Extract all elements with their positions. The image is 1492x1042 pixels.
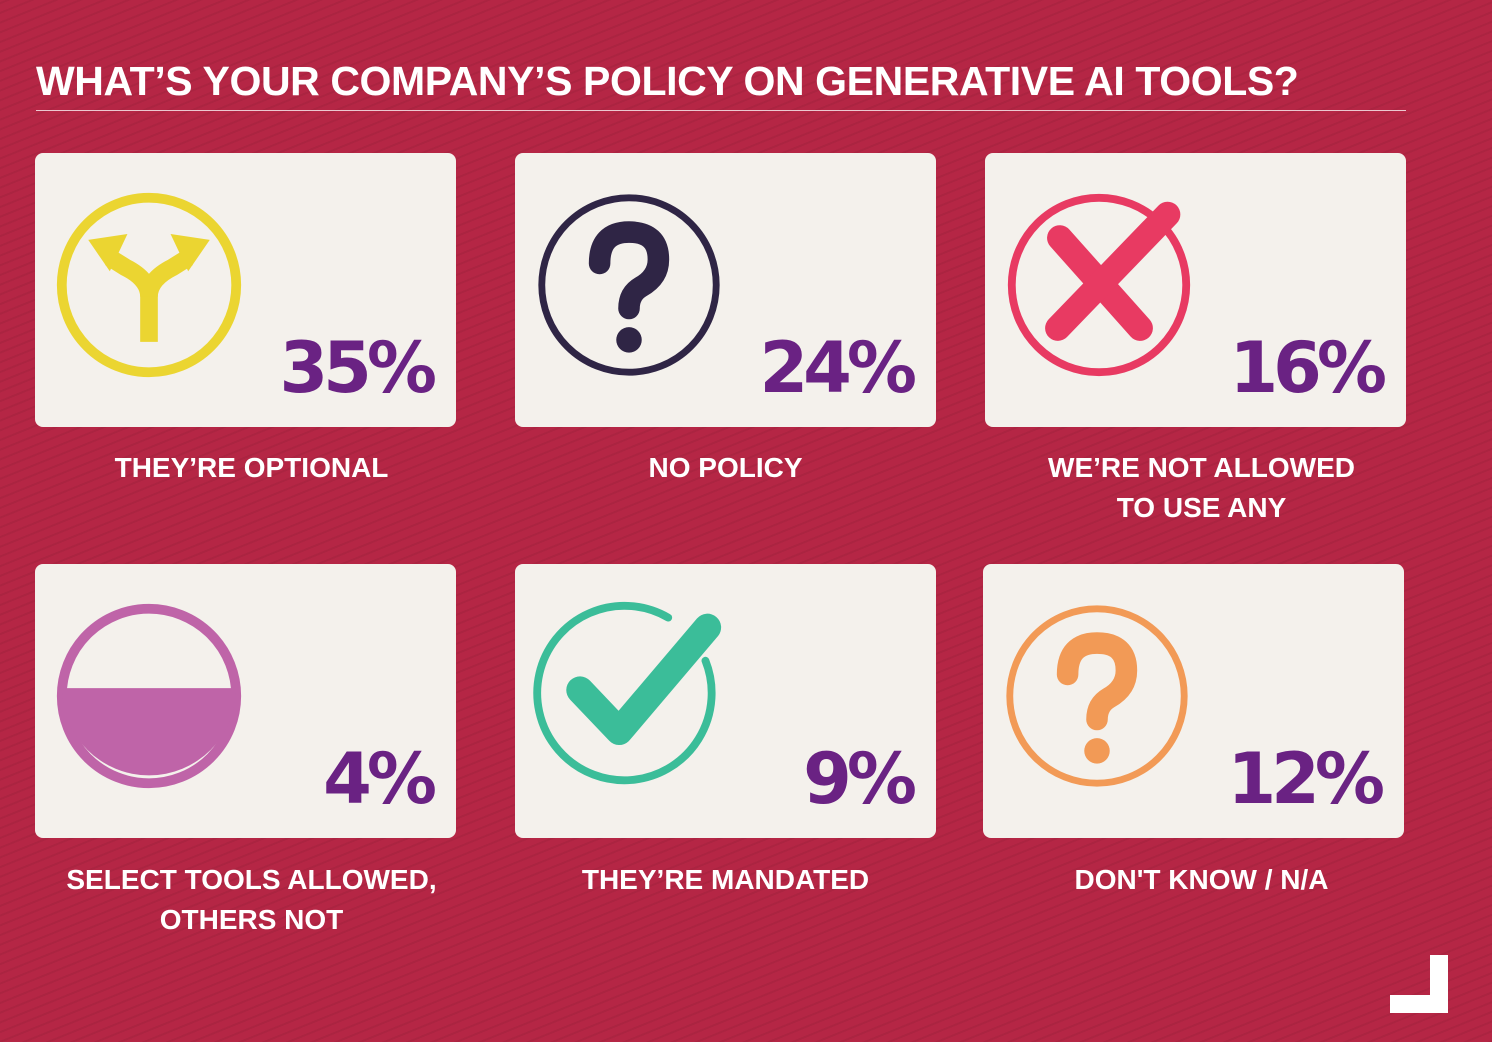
stat-card-dont-know: 12% xyxy=(983,564,1404,838)
category-label: WE’RE NOT ALLOWED TO USE ANY xyxy=(991,448,1412,528)
label-line: WE’RE NOT ALLOWED xyxy=(1048,452,1355,483)
x-mark-icon xyxy=(1007,193,1191,377)
percent-value: 24% xyxy=(759,327,917,409)
title-divider xyxy=(36,110,1406,111)
stat-card-no-policy: 24% xyxy=(515,153,936,427)
category-label: THEY’RE MANDATED xyxy=(515,860,936,900)
percent-value: 9% xyxy=(803,738,917,820)
stat-card-optional: 35% xyxy=(35,153,456,427)
category-label: NO POLICY xyxy=(515,448,936,488)
split-arrows-icon xyxy=(56,192,242,378)
corner-logo-mark xyxy=(1390,955,1448,1013)
question-mark-icon xyxy=(1006,605,1188,787)
percent-value: 4% xyxy=(323,738,437,820)
percent-value: 16% xyxy=(1229,327,1387,409)
category-label: SELECT TOOLS ALLOWED, OTHERS NOT xyxy=(41,860,462,940)
percent-value: 35% xyxy=(279,327,437,409)
label-line: THEY’RE OPTIONAL xyxy=(114,452,389,483)
label-line: TO USE ANY xyxy=(1116,492,1287,523)
question-mark-icon xyxy=(538,194,720,376)
label-line: DON'T KNOW / N/A xyxy=(1074,864,1329,895)
checkmark-icon xyxy=(533,601,722,785)
page-title: WHAT’S YOUR COMPANY’S POLICY ON GENERATI… xyxy=(36,58,1299,104)
percent-value: 12% xyxy=(1227,738,1385,820)
label-line: SELECT TOOLS ALLOWED, xyxy=(66,864,437,895)
half-filled-circle-icon xyxy=(56,603,242,789)
stat-card-select-tools: 4% xyxy=(35,564,456,838)
category-label: THEY’RE OPTIONAL xyxy=(41,448,462,488)
category-label: DON'T KNOW / N/A xyxy=(991,860,1412,900)
label-line: THEY’RE MANDATED xyxy=(581,864,870,895)
stat-card-mandated: 9% xyxy=(515,564,936,838)
stat-card-not-allowed: 16% xyxy=(985,153,1406,427)
label-line: OTHERS NOT xyxy=(159,904,344,935)
label-line: NO POLICY xyxy=(648,452,803,483)
